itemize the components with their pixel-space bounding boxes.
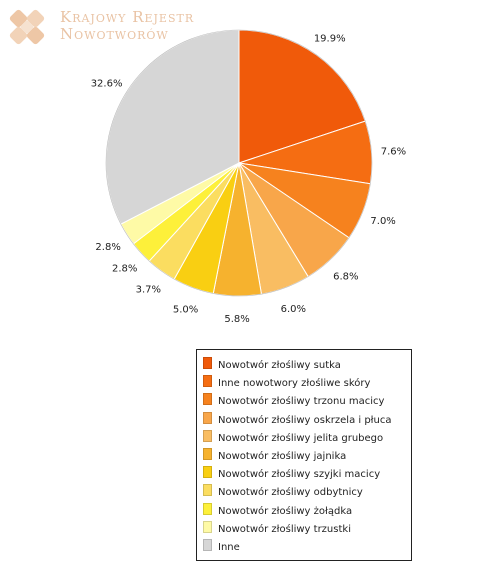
legend-label: Nowotwór złośliwy szyjki macicy — [218, 469, 381, 481]
logo-line2: Nowotworów — [60, 25, 169, 43]
slice-value-label: 6.0% — [281, 304, 306, 315]
logo-line1: Krajowy Rejestr — [60, 8, 195, 26]
legend-label: Nowotwór złośliwy trzonu macicy — [218, 396, 385, 408]
slice-value-label: 19.9% — [314, 33, 346, 44]
slice-value-label: 32.6% — [91, 78, 123, 89]
legend-label: Nowotwór złośliwy jajnika — [218, 451, 347, 462]
legend-label: Nowotwór złośliwy trzustki — [218, 523, 351, 535]
legend-item: Nowotwór złośliwy jajnika — [203, 448, 346, 462]
slice-value-label: 2.8% — [112, 264, 137, 275]
slice-value-label: 5.8% — [224, 314, 249, 325]
legend-label: Nowotwór złośliwy sutka — [218, 360, 341, 371]
slice-value-label: 5.0% — [173, 305, 198, 316]
pie-labels: 19.9% 7.6% 7.0% 6.8% 6.0% 5.8% 5.0% 3.7% 2.8% 2.8… — [91, 33, 406, 325]
slice-value-label: 2.8% — [95, 242, 120, 253]
legend-item: Nowotwór złośliwy szyjki macicy — [203, 466, 380, 480]
legend-label: Inne nowotwory złośliwe skóry — [218, 378, 371, 390]
legend-swatch — [203, 411, 212, 424]
legend-item: Nowotwór złośliwy jelita grubego — [203, 429, 384, 444]
legend-swatch — [203, 429, 212, 442]
legend-item: Nowotwór złośliwy żołądka — [203, 502, 353, 517]
legend-swatch — [203, 484, 212, 497]
legend-label: Nowotwór złośliwy żołądka — [218, 505, 353, 517]
legend-item: Nowotwór złośliwy trzustki — [203, 520, 351, 535]
slice-value-label: 7.6% — [381, 146, 406, 157]
legend-label: Inne — [218, 542, 240, 553]
legend-item: Nowotwór złośliwy oskrzela i płuca — [203, 411, 392, 426]
legend-label: Nowotwór złośliwy jelita grubego — [218, 432, 384, 444]
logo: Krajowy Rejestr Nowotworów — [0, 0, 240, 52]
legend-swatch — [203, 393, 212, 406]
legend-swatch — [203, 448, 212, 460]
legend-swatch — [203, 375, 212, 388]
legend-swatch — [203, 539, 212, 551]
legend-swatch — [203, 466, 212, 479]
legend-swatch — [203, 502, 212, 515]
pie-slices — [105, 29, 373, 297]
slice-value-label: 3.7% — [136, 285, 161, 296]
legend-label: Nowotwór złośliwy odbytnicy — [218, 487, 363, 499]
legend-label: Nowotwór złośliwy oskrzela i płuca — [218, 414, 392, 426]
legend-swatch — [203, 357, 212, 369]
slice-value-label: 6.8% — [333, 271, 358, 282]
logo-mark-icon — [9, 9, 45, 45]
pie-chart: 19.9% 7.6% 7.0% 6.8% 6.0% 5.8% 5.0% 3.7% 2.8% 2.8… — [91, 29, 406, 325]
legend: Nowotwór złośliwy sutka Inne nowotwory zł… — [196, 349, 412, 561]
legend-item: Inne nowotwory złośliwe skóry — [203, 375, 370, 389]
legend-item: Nowotwór złośliwy sutka — [203, 357, 341, 371]
legend-item: Nowotwór złośliwy odbytnicy — [203, 484, 363, 498]
legend-item: Nowotwór złośliwy trzonu macicy — [203, 393, 384, 407]
slice-value-label: 7.0% — [370, 216, 395, 227]
legend-item: Inne — [203, 539, 240, 553]
legend-swatch — [203, 520, 212, 533]
